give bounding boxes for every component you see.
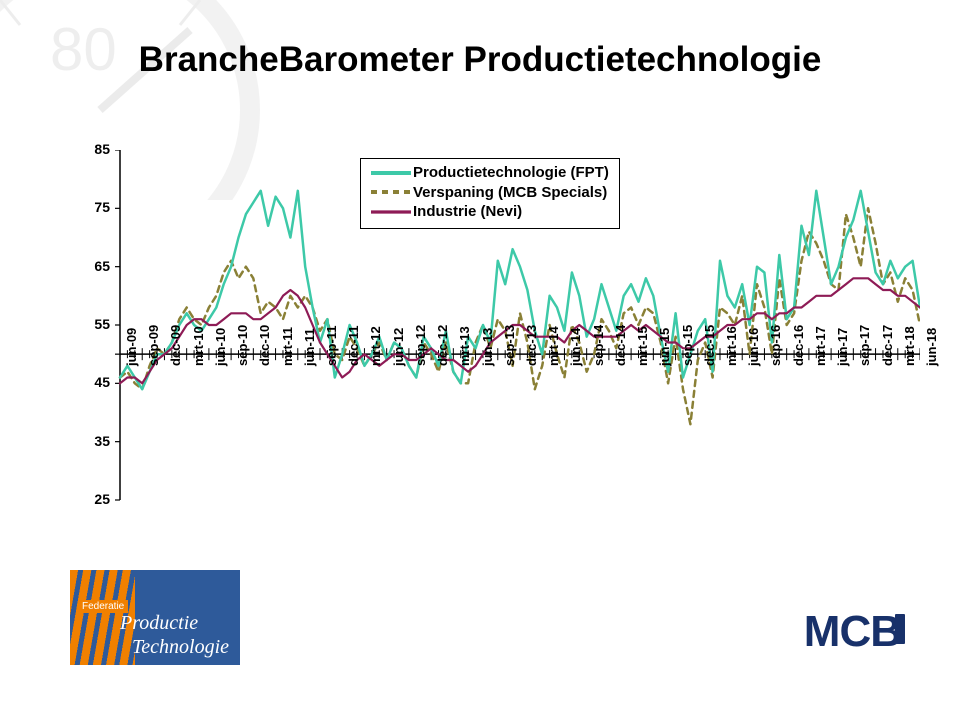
x-axis-label: dec-13 <box>524 325 539 366</box>
x-axis-label: jun-13 <box>480 328 495 366</box>
x-axis-label: dec-14 <box>613 325 628 366</box>
x-axis-label: sep-12 <box>413 325 428 366</box>
x-axis-label: sep-16 <box>768 325 783 366</box>
legend-label: Industrie (Nevi) <box>413 202 522 222</box>
fpt-logo: Federatie Productie Technologie <box>70 570 240 665</box>
y-axis-label: 55 <box>80 316 110 332</box>
x-axis-label: mrt-15 <box>635 326 650 366</box>
x-axis-label: dec-09 <box>168 325 183 366</box>
x-axis-label: dec-12 <box>435 325 450 366</box>
y-axis-label: 35 <box>80 433 110 449</box>
y-axis-label: 85 <box>80 141 110 157</box>
x-axis-label: sep-09 <box>146 325 161 366</box>
y-axis-label: 65 <box>80 258 110 274</box>
chart-legend: Productietechnologie (FPT)Verspaning (MC… <box>360 158 620 229</box>
legend-item: Verspaning (MCB Specials) <box>371 183 609 203</box>
x-axis-label: jun-17 <box>835 328 850 366</box>
x-axis-label: sep-11 <box>324 326 339 366</box>
x-axis-label: sep-10 <box>235 325 250 366</box>
x-axis-label: mrt-11 <box>280 327 295 366</box>
x-axis-label: sep-13 <box>502 325 517 366</box>
fpt-logo-line1: Productie <box>120 612 198 635</box>
x-axis-label: dec-10 <box>257 325 272 366</box>
x-axis-label: dec-16 <box>791 325 806 366</box>
x-axis-label: sep-17 <box>857 325 872 366</box>
x-axis-label: mrt-10 <box>191 326 206 366</box>
y-axis-label: 75 <box>80 199 110 215</box>
x-axis-label: dec-11 <box>346 326 361 366</box>
x-axis-label: jun-10 <box>213 328 228 366</box>
x-axis-label: dec-17 <box>880 325 895 366</box>
x-axis-label: sep-15 <box>680 325 695 366</box>
legend-label: Productietechnologie (FPT) <box>413 163 609 183</box>
x-axis-label: mrt-16 <box>724 326 739 366</box>
legend-label: Verspaning (MCB Specials) <box>413 183 607 203</box>
fpt-logo-line2: Technologie <box>132 636 229 659</box>
y-axis-label: 25 <box>80 491 110 507</box>
x-axis-label: jun-11 <box>302 329 317 367</box>
x-axis-label: mrt-12 <box>368 326 383 366</box>
x-axis-label: jun-12 <box>391 328 406 366</box>
page-title: BrancheBarometer Productietechnologie <box>0 40 960 80</box>
line-chart: Productietechnologie (FPT)Verspaning (MC… <box>60 150 920 560</box>
x-axis-label: jun-09 <box>124 328 139 366</box>
x-axis-label: jun-15 <box>657 328 672 366</box>
y-axis-label: 45 <box>80 374 110 390</box>
legend-item: Industrie (Nevi) <box>371 202 609 222</box>
x-axis-label: mrt-18 <box>902 326 917 366</box>
mcb-logo: MCB <box>804 607 905 657</box>
x-axis-label: jun-14 <box>568 328 583 366</box>
x-axis-label: dec-15 <box>702 325 717 366</box>
x-axis-label: mrt-13 <box>457 326 472 366</box>
x-axis-label: mrt-17 <box>813 326 828 366</box>
legend-item: Productietechnologie (FPT) <box>371 163 609 183</box>
x-axis-label: sep-14 <box>591 325 606 366</box>
mcb-logo-text: MCB <box>804 607 901 656</box>
x-axis-label: mrt-14 <box>546 326 561 366</box>
x-axis-label: jun-18 <box>924 328 939 366</box>
x-axis-label: jun-16 <box>746 328 761 366</box>
